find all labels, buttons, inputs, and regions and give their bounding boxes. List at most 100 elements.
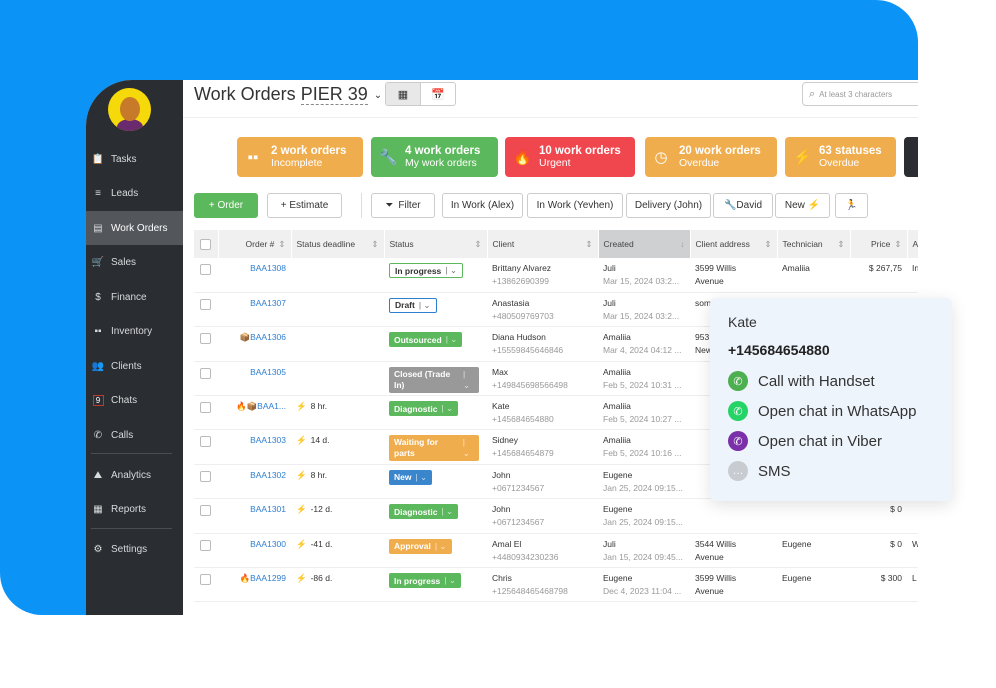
- popup-action-whatsapp[interactable]: ✆ Open chat in WhatsApp: [728, 396, 934, 426]
- column-header[interactable]: Client address ⇕: [690, 230, 778, 258]
- order-link[interactable]: BAA1305: [250, 366, 286, 377]
- summary-card[interactable]: ⚡ 63 statuses Overdue: [785, 137, 896, 177]
- row-checkbox[interactable]: [200, 333, 211, 345]
- client-phone[interactable]: +145684654879: [492, 448, 554, 459]
- column-header[interactable]: Client ⇕: [487, 230, 599, 258]
- sidebar-item-work-orders[interactable]: ▤ Work Orders: [86, 211, 183, 245]
- client-phone[interactable]: +0671234567: [492, 482, 545, 493]
- client-phone[interactable]: +4480934230236: [492, 551, 559, 562]
- row-checkbox[interactable]: [200, 367, 211, 379]
- avatar[interactable]: [108, 88, 151, 131]
- column-header[interactable]: Created ↓: [598, 230, 691, 258]
- status-dropdown[interactable]: Draft | ⌄: [389, 297, 437, 313]
- order-link[interactable]: BAA1306: [250, 332, 286, 343]
- client-name[interactable]: Amal El: [492, 538, 522, 549]
- add-estimate-button[interactable]: + Estimate: [267, 193, 342, 218]
- select-all-checkbox[interactable]: [194, 230, 219, 258]
- order-link[interactable]: BAA1307: [250, 297, 286, 308]
- order-link[interactable]: BAA1303: [250, 435, 286, 446]
- order-link[interactable]: BAA1302: [250, 469, 286, 480]
- summary-card[interactable]: ◷ 20 work orders Overdue: [645, 137, 777, 177]
- column-header[interactable]: Technician ⇕: [777, 230, 851, 258]
- row-checkbox[interactable]: [200, 505, 211, 517]
- table-row[interactable]: BAA1300 ⚡ -41 d. Approval | ⌄ Amal El +4480…: [194, 533, 918, 569]
- client-name[interactable]: Brittany Alvarez: [492, 263, 552, 273]
- status-dropdown[interactable]: Approval | ⌄: [389, 538, 452, 554]
- popup-phone[interactable]: +145684654880: [728, 342, 830, 358]
- sidebar-item-calls[interactable]: ✆ Calls: [86, 418, 183, 452]
- table-view-icon[interactable]: ▦: [386, 83, 421, 105]
- order-link[interactable]: BAA1...: [257, 401, 286, 412]
- table-row[interactable]: 🔥BAA1299 ⚡ -86 d. In progress | ⌄ Chris +12…: [194, 567, 918, 603]
- location-selector[interactable]: PIER 39: [300, 84, 368, 105]
- filter-preset-button[interactable]: In Work (Yevhen): [527, 193, 623, 218]
- filter-preset-button[interactable]: New ⚡: [775, 193, 830, 218]
- popup-action-viber[interactable]: ✆ Open chat in Viber: [728, 426, 934, 456]
- sidebar-item-inventory[interactable]: ▪▪ Inventory: [86, 314, 183, 348]
- client-name[interactable]: John: [492, 469, 511, 480]
- table-row[interactable]: BAA1301 ⚡ -12 d. Diagnostic | ⌄ John +06712…: [194, 498, 918, 534]
- sidebar-item-sales[interactable]: 🛒 Sales: [86, 245, 183, 279]
- client-phone[interactable]: +149845698566498: [492, 379, 568, 390]
- status-dropdown[interactable]: In progress | ⌄: [389, 573, 461, 589]
- client-name[interactable]: Kate: [492, 401, 510, 412]
- client-phone[interactable]: +145684654880: [492, 414, 554, 425]
- row-checkbox[interactable]: [200, 574, 211, 586]
- status-dropdown[interactable]: Diagnostic | ⌄: [389, 504, 459, 520]
- client-name[interactable]: Chris: [492, 573, 512, 584]
- search-input[interactable]: ⌕ At least 3 characters: [802, 82, 918, 106]
- popup-action-phone[interactable]: ✆ Call with Handset: [728, 366, 934, 396]
- filter-preset-button[interactable]: 🔧David: [713, 193, 773, 218]
- sidebar-item-clients[interactable]: 👥 Clients: [86, 349, 183, 383]
- row-checkbox[interactable]: [200, 402, 211, 414]
- client-name[interactable]: Diana Hudson: [492, 332, 546, 343]
- filter-preset-button[interactable]: Delivery (John): [626, 193, 711, 218]
- sidebar-item-leads[interactable]: ≡ Leads: [86, 176, 183, 210]
- status-dropdown[interactable]: Diagnostic | ⌄: [389, 401, 459, 417]
- column-header[interactable]: Status ⇕: [384, 230, 488, 258]
- order-link[interactable]: BAA1301: [250, 504, 286, 515]
- sidebar-item-reports[interactable]: ▦ Reports: [86, 492, 183, 526]
- row-checkbox[interactable]: [200, 470, 211, 482]
- row-checkbox[interactable]: [200, 539, 211, 551]
- order-link[interactable]: BAA1299: [250, 573, 286, 584]
- row-checkbox[interactable]: [200, 436, 211, 448]
- row-checkbox[interactable]: [200, 298, 211, 310]
- column-header[interactable]: Order # ⇕: [218, 230, 292, 258]
- status-dropdown[interactable]: Closed (Trade In) | ⌄: [389, 366, 479, 393]
- client-phone[interactable]: +125648465468798: [492, 586, 568, 597]
- client-phone[interactable]: +0671234567: [492, 517, 545, 528]
- column-header[interactable]: A: [907, 230, 918, 258]
- client-phone[interactable]: +15559845646846: [492, 345, 564, 356]
- client-phone[interactable]: +480509769703: [492, 310, 554, 321]
- summary-card[interactable]: 🔥 10 work orders Urgent: [505, 137, 635, 177]
- table-row[interactable]: BAA1308 In progress | ⌄ Brittany Alvarez +…: [194, 258, 918, 293]
- status-dropdown[interactable]: In progress | ⌄: [389, 263, 463, 278]
- sidebar-item-settings[interactable]: ⚙ Settings: [86, 532, 183, 566]
- card-more[interactable]: [904, 137, 918, 177]
- client-name[interactable]: Max: [492, 366, 509, 377]
- client-phone[interactable]: +13862690399: [492, 276, 549, 286]
- order-link[interactable]: BAA1300: [250, 538, 286, 549]
- calendar-view-icon[interactable]: 📅: [431, 88, 445, 101]
- sidebar-item-analytics[interactable]: ⛰ Analytics: [86, 458, 183, 492]
- column-header[interactable]: Status deadline ⇕: [291, 230, 385, 258]
- filter-preset-button[interactable]: In Work (Alex): [442, 193, 523, 218]
- client-name[interactable]: Sidney: [492, 435, 518, 446]
- client-name[interactable]: John: [492, 504, 511, 515]
- summary-card[interactable]: ▪▪ 2 work orders Incomplete: [237, 137, 363, 177]
- status-dropdown[interactable]: Waiting for parts | ⌄: [389, 435, 479, 462]
- status-dropdown[interactable]: Outsourced | ⌄: [389, 332, 463, 348]
- filter-preset-button[interactable]: 🏃: [835, 193, 868, 218]
- client-name[interactable]: Anastasia: [492, 297, 530, 308]
- sidebar-item-tasks[interactable]: 📋 Tasks: [86, 142, 183, 176]
- add-order-button[interactable]: + Order: [194, 193, 258, 218]
- chevron-down-icon[interactable]: ⌄: [373, 89, 383, 101]
- filter-button[interactable]: ⏷ Filter: [371, 193, 435, 218]
- order-link[interactable]: BAA1308: [250, 263, 286, 273]
- sidebar-item-chats[interactable]: 9 Chats: [86, 383, 183, 417]
- status-dropdown[interactable]: New | ⌄: [389, 469, 433, 485]
- column-header[interactable]: Price ⇕: [850, 230, 908, 258]
- summary-card[interactable]: 🔧 4 work orders My work orders: [371, 137, 498, 177]
- sidebar-item-finance[interactable]: $ Finance: [86, 280, 183, 314]
